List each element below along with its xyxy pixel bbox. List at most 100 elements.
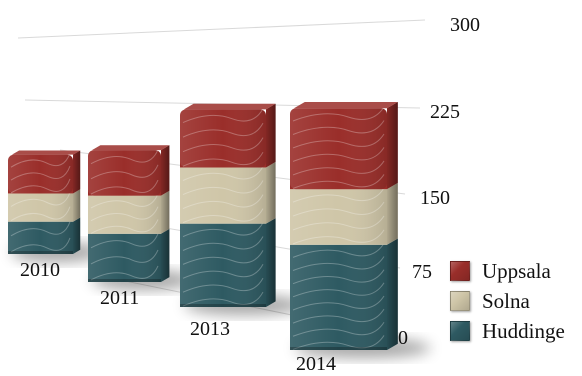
legend-item-solna: Solna <box>450 288 565 314</box>
marble-vein <box>10 206 71 222</box>
y-tick-label: 225 <box>430 101 460 123</box>
bar-side-shade <box>73 217 81 254</box>
bar-top-highlight <box>92 145 170 151</box>
bar-texture <box>292 187 385 245</box>
bar-base <box>88 279 161 282</box>
marble-vein <box>292 120 385 135</box>
marble-vein <box>90 193 159 209</box>
marble-vein <box>182 122 264 138</box>
bar-top-highlight <box>184 103 276 110</box>
bar-side-shade <box>387 182 398 245</box>
marble-vein <box>90 265 159 281</box>
marble-vein <box>292 335 385 350</box>
bar-top-2010 <box>12 150 81 155</box>
bar-side-shade <box>161 228 170 282</box>
bar-texture <box>10 221 71 253</box>
marble-vein <box>292 256 385 271</box>
y-tick-label: 150 <box>420 187 450 209</box>
bar-side-shade <box>73 189 81 222</box>
bars <box>8 101 398 350</box>
marble-vein <box>10 237 71 253</box>
marble-vein <box>292 229 385 245</box>
marble-vein <box>10 152 71 168</box>
marble-vein <box>90 249 159 265</box>
marble-vein <box>182 137 264 153</box>
marble-vein <box>90 206 159 222</box>
bar-segment-sheen <box>290 189 387 245</box>
marble-vein <box>182 264 264 279</box>
bar-texture <box>182 108 264 167</box>
x-axis-labels: 2010 2011 2013 2014 <box>20 259 336 375</box>
bar-segment-sheen <box>88 195 161 234</box>
marble-vein <box>182 236 264 251</box>
bar-top-2013 <box>184 103 276 110</box>
bar-segment-sheen <box>88 233 161 282</box>
marble-vein <box>292 269 385 285</box>
bar-texture <box>90 149 159 195</box>
marble-vein <box>182 291 264 307</box>
marble-vein <box>292 147 385 162</box>
bar-segment-sheen <box>290 244 387 350</box>
bar-side-shade <box>266 103 276 168</box>
marble-vein <box>10 178 71 194</box>
marble-vein <box>292 106 385 122</box>
bar-segment-sheen <box>8 221 73 254</box>
bar-texture <box>292 243 385 350</box>
legend-swatch <box>450 261 470 281</box>
marble-vein <box>90 219 159 234</box>
marble-vein <box>90 164 159 180</box>
legend-swatch <box>450 321 470 341</box>
bar-top-2014 <box>294 101 398 109</box>
x-tick-label: 2013 <box>190 318 230 340</box>
marble-vein <box>10 165 71 181</box>
bar-texture <box>90 233 159 281</box>
marble-vein <box>292 295 385 311</box>
marble-vein <box>90 233 159 249</box>
bar-texture <box>182 222 264 307</box>
bar-texture <box>10 152 71 194</box>
bar-segment-sheen <box>180 109 266 168</box>
bar-texture <box>90 193 159 234</box>
marble-vein <box>292 322 385 337</box>
bar-segment-sheen <box>88 150 161 196</box>
bar-side-shade <box>161 190 170 234</box>
y-tick-label: 300 <box>450 14 480 36</box>
bar-side-shade <box>161 145 170 196</box>
bar-segment-sheen <box>290 108 387 190</box>
marble-vein <box>182 151 264 167</box>
x-tick-label: 2011 <box>100 287 139 309</box>
bar-segment-sheen <box>180 223 266 307</box>
bar-texture <box>10 192 71 222</box>
bar-side-shade <box>266 218 276 307</box>
legend-item-huddinge: Huddinge <box>450 318 565 344</box>
marble-vein <box>10 221 71 237</box>
marble-vein <box>182 222 264 238</box>
marble-vein <box>10 192 71 207</box>
bar-side-shade <box>73 150 81 194</box>
marble-vein <box>292 243 385 258</box>
marble-vein <box>182 108 264 124</box>
marble-vein <box>292 174 385 189</box>
y-tick-label: 75 <box>412 261 432 283</box>
bar-segment-sheen <box>180 167 266 224</box>
legend-item-uppsala: Uppsala <box>450 258 565 284</box>
bar-top-highlight <box>12 150 81 155</box>
legend-label: Uppsala <box>482 258 551 283</box>
bar-texture <box>182 166 264 224</box>
marble-vein <box>182 277 264 293</box>
legend-label: Huddinge <box>482 318 565 343</box>
marble-vein <box>292 308 385 324</box>
marble-vein <box>182 208 264 224</box>
bar-side-shade <box>387 238 398 350</box>
marble-vein <box>90 149 159 165</box>
bar-base <box>8 251 73 254</box>
legend-label: Solna <box>482 288 530 313</box>
bar-base <box>180 304 266 307</box>
y-tick-label: 0 <box>398 327 408 349</box>
marble-vein <box>292 160 385 176</box>
bar-side-shade <box>387 101 398 190</box>
y-axis-ticks: 0 75 150 225 300 <box>398 14 480 349</box>
bar-side-shade <box>266 161 276 224</box>
